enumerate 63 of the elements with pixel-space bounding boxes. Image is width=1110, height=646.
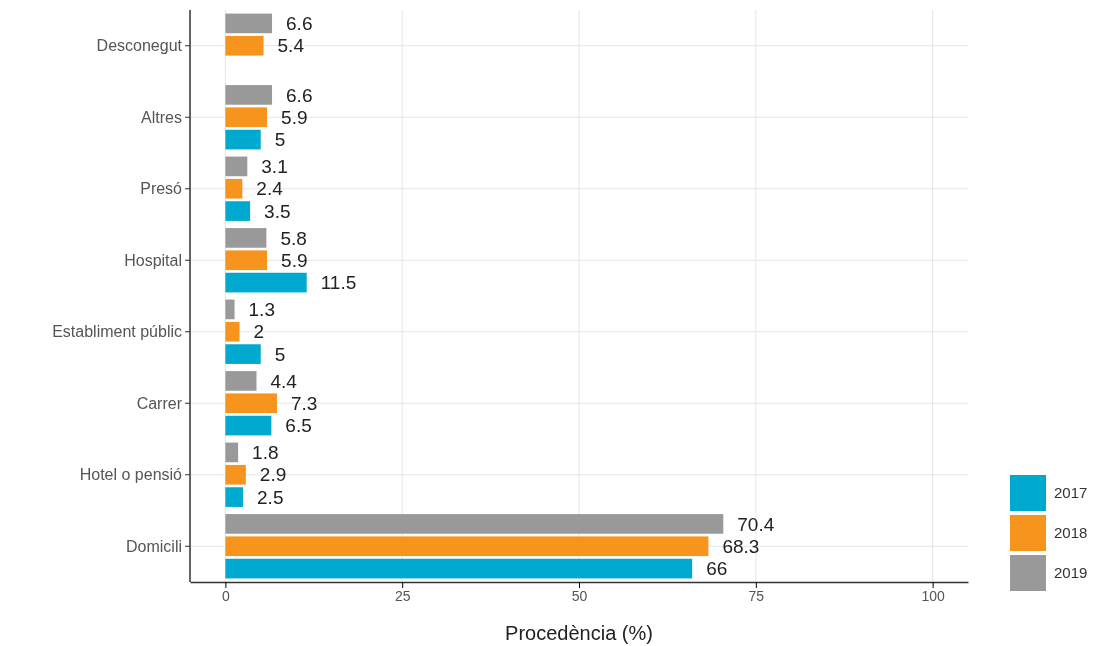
y-tick-label: Hotel o pensió — [79, 466, 183, 484]
bar — [225, 228, 267, 248]
data-label: 3.1 — [261, 156, 288, 178]
data-label: 5.9 — [281, 106, 308, 128]
bar — [225, 13, 273, 34]
data-label: 6.6 — [286, 84, 313, 106]
legend-label: 2018 — [1054, 524, 1088, 542]
data-label: 5.4 — [277, 35, 305, 57]
bar — [225, 514, 724, 534]
data-label: 1.8 — [252, 442, 279, 464]
bar — [225, 321, 240, 342]
data-label: 5 — [274, 129, 286, 151]
x-axis-title: Procedència (%) — [505, 622, 653, 644]
bar — [225, 487, 244, 507]
bar — [225, 35, 264, 56]
y-tick-label: Presó — [140, 180, 183, 198]
bar — [225, 558, 693, 579]
legend-label: 2019 — [1054, 564, 1088, 582]
data-label: 5 — [274, 343, 286, 365]
y-tick-label: Domicili — [126, 537, 182, 555]
data-label: 3.5 — [264, 200, 291, 222]
bar — [225, 129, 261, 150]
data-label: 1.3 — [248, 299, 275, 321]
x-tick-label: 100 — [921, 587, 946, 604]
data-label: 2.9 — [259, 464, 287, 486]
bar — [225, 178, 243, 199]
y-tick-label: Desconegut — [96, 37, 183, 55]
x-tick-label: 50 — [571, 587, 588, 604]
data-label: 5.8 — [280, 227, 307, 249]
data-label: 2.5 — [257, 486, 284, 508]
bar — [225, 250, 268, 271]
bar — [225, 442, 239, 463]
data-label: 68.3 — [722, 535, 760, 557]
data-label: 6.6 — [286, 13, 313, 35]
bar — [225, 344, 261, 364]
data-label: 2 — [253, 321, 265, 343]
data-label: 70.4 — [737, 513, 775, 535]
bar — [225, 107, 268, 128]
data-label: 4.4 — [270, 370, 298, 392]
bar — [225, 156, 248, 177]
data-label: 2.4 — [256, 178, 284, 200]
bar — [225, 85, 273, 105]
legend-label: 2017 — [1054, 484, 1088, 502]
x-tick-label: 0 — [221, 587, 230, 604]
bar — [225, 299, 235, 320]
bar — [225, 464, 246, 485]
y-tick-label: Hospital — [124, 251, 182, 269]
data-label: 6.5 — [285, 415, 312, 437]
bar — [225, 371, 257, 391]
x-tick-label: 75 — [748, 587, 765, 604]
x-tick-label: 25 — [394, 587, 411, 604]
data-label: 66 — [706, 558, 728, 580]
y-tick-label: Establiment públic — [52, 323, 182, 341]
y-tick-label: Carrer — [136, 394, 183, 412]
data-label: 5.9 — [281, 249, 308, 271]
bar — [225, 536, 709, 557]
bar — [225, 272, 307, 293]
data-label: 11.5 — [320, 272, 357, 294]
y-tick-label: Altres — [141, 108, 182, 126]
bar — [225, 201, 251, 221]
bar — [225, 393, 277, 414]
data-label: 7.3 — [290, 392, 318, 414]
bar — [225, 415, 272, 436]
